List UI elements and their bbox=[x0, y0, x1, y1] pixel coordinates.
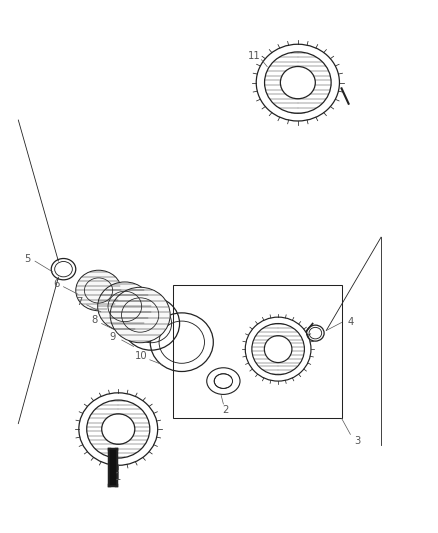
Text: 10: 10 bbox=[135, 351, 148, 360]
Text: 11: 11 bbox=[247, 51, 261, 61]
Ellipse shape bbox=[76, 270, 121, 311]
Ellipse shape bbox=[110, 287, 170, 343]
Ellipse shape bbox=[98, 282, 152, 331]
Text: 3: 3 bbox=[354, 437, 360, 446]
Bar bbox=[109, 449, 116, 485]
Text: 2: 2 bbox=[223, 406, 229, 415]
Text: 5: 5 bbox=[24, 254, 30, 263]
Text: 4: 4 bbox=[347, 318, 353, 327]
Text: 9: 9 bbox=[110, 332, 116, 342]
Text: 7: 7 bbox=[77, 297, 83, 306]
Text: 8: 8 bbox=[91, 315, 97, 325]
Bar bbox=[173, 285, 342, 418]
Text: 6: 6 bbox=[53, 279, 59, 288]
Text: 1: 1 bbox=[115, 472, 121, 482]
